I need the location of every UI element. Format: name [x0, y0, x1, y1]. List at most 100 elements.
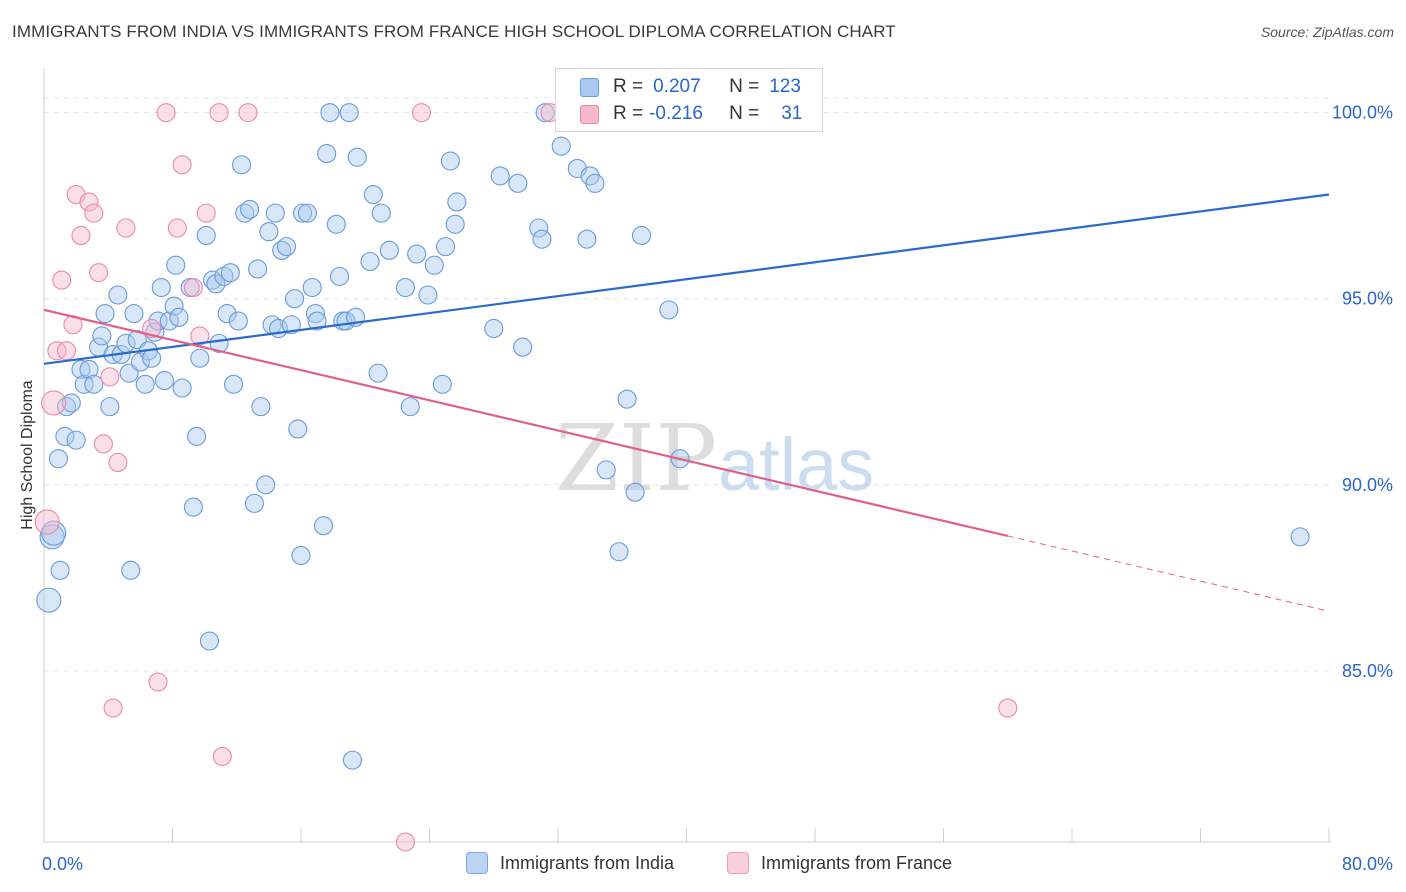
france-point: [71, 225, 91, 246]
india-point: [206, 274, 226, 294]
india-point: [532, 229, 552, 249]
series-legend-label-india: Immigrants from India: [500, 852, 675, 873]
india-point: [71, 359, 91, 379]
india-point: [360, 251, 380, 272]
india-point: [203, 270, 223, 290]
india-point: [66, 430, 86, 450]
watermark: ZIP atlas: [555, 405, 874, 512]
france-point: [89, 263, 109, 283]
india-point: [551, 136, 571, 156]
india-point: [291, 545, 311, 566]
india-point: [148, 311, 168, 331]
tick-labels: 85.0% 90.0% 95.0% 100.0% 0.0% 80.0%: [42, 103, 1393, 874]
india-point: [347, 147, 367, 167]
y-tick-label: 95.0%: [1342, 289, 1393, 309]
india-point: [302, 277, 322, 298]
france-point: [52, 270, 72, 290]
india-point: [529, 218, 549, 238]
india-point: [121, 560, 141, 580]
france-point: [209, 103, 229, 123]
france-point: [41, 390, 67, 416]
india-point: [74, 374, 94, 394]
india-point: [100, 397, 120, 417]
x-tick-label-min: 0.0%: [42, 854, 83, 874]
india-point: [281, 315, 301, 335]
series-legend-label-france: Immigrants from France: [761, 852, 953, 873]
india-point: [288, 419, 308, 439]
india-point: [79, 359, 99, 379]
india-point: [371, 203, 391, 223]
france-point: [172, 155, 192, 175]
france-point: [116, 218, 136, 238]
india-point: [172, 378, 192, 398]
india-point: [232, 155, 252, 175]
india-point: [585, 173, 605, 193]
india-point: [61, 393, 81, 413]
india-point: [256, 475, 276, 495]
france-point: [196, 203, 216, 223]
india-point: [244, 493, 264, 513]
india-point: [199, 631, 219, 651]
india-point: [339, 103, 359, 123]
india-point: [379, 240, 399, 260]
france-point: [108, 452, 128, 472]
india-point: [617, 389, 637, 409]
legend-row-india: R = 0.207 N = 123: [580, 75, 801, 99]
legend-r-value-france: -0.216: [649, 103, 703, 124]
india-point: [220, 263, 240, 283]
series-legend-india: Immigrants from India: [466, 852, 674, 874]
india-point: [228, 311, 248, 331]
france-point: [56, 341, 77, 361]
watermark-zip: ZIP: [555, 405, 717, 512]
india-point: [293, 203, 313, 223]
legend-r-value-india: 0.207: [653, 76, 701, 97]
india-point: [48, 449, 69, 469]
legend-n-value-france: 31: [781, 103, 803, 124]
france-point: [183, 277, 203, 298]
france-point: [238, 103, 258, 123]
france-point: [79, 192, 99, 212]
india-point: [124, 304, 144, 324]
series-legend-france: Immigrants from France: [727, 852, 952, 874]
india-point: [209, 333, 229, 353]
y-tick-label: 85.0%: [1342, 661, 1393, 681]
india-point: [84, 374, 104, 394]
india-point: [223, 374, 244, 394]
india-point: [407, 244, 427, 264]
india-point: [214, 266, 234, 286]
india-point: [424, 255, 444, 275]
source-label: Source: ZipAtlas.com: [1260, 24, 1394, 40]
india-point: [151, 277, 171, 298]
series-legend-swatch-france: [727, 852, 749, 874]
legend-n-value-india: 123: [769, 76, 801, 97]
series-india-points: [36, 103, 1310, 770]
india-point: [513, 337, 533, 357]
india-point: [265, 203, 285, 223]
france-point: [395, 832, 415, 852]
india-point: [276, 237, 297, 257]
india-point: [166, 255, 186, 275]
france-point: [103, 698, 123, 718]
legend-r-label: R =: [613, 103, 644, 124]
india-point: [432, 374, 452, 394]
india-point: [251, 397, 271, 417]
france-point: [148, 672, 168, 692]
france-point: [84, 203, 104, 223]
india-point: [625, 482, 645, 502]
india-point: [164, 296, 184, 316]
india-point: [596, 460, 616, 480]
india-point: [436, 237, 456, 257]
france-point: [212, 746, 232, 766]
legend-r-label: R =: [613, 76, 644, 97]
india-point: [326, 214, 346, 234]
india-point: [307, 311, 327, 331]
india-point: [342, 750, 362, 770]
legend-n-label: N =: [729, 76, 760, 97]
india-point: [196, 225, 216, 246]
x-tick-label-max: 80.0%: [1342, 854, 1393, 874]
y-tick-label: 90.0%: [1342, 475, 1393, 495]
legend-swatch-india: [580, 77, 599, 97]
india-point: [447, 192, 467, 212]
india-point: [363, 184, 383, 205]
